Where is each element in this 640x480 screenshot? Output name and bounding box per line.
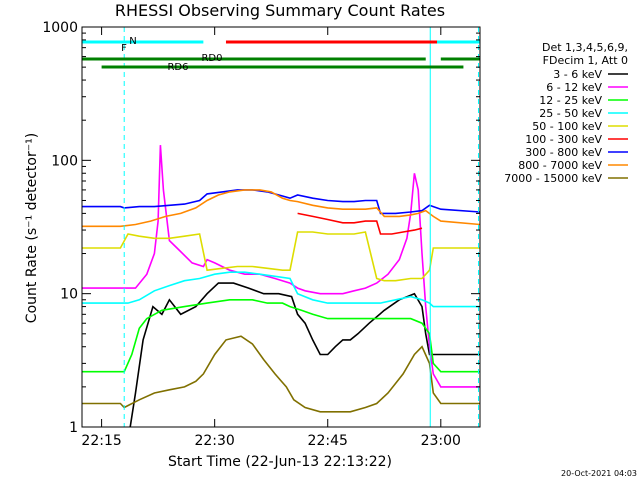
axes-layer: 22:15 22:30 22:45 23:00 1 10 100 1000 bbox=[42, 20, 481, 449]
series-line-2 bbox=[82, 299, 480, 373]
series-line-5 bbox=[297, 212, 423, 235]
y-tick-label-2: 100 bbox=[51, 153, 78, 169]
x-tick-label-2: 22:45 bbox=[308, 433, 348, 449]
generation-timestamp: 20-Oct-2021 04:03 bbox=[561, 469, 637, 478]
series-line-7 bbox=[82, 189, 480, 228]
x-tick-label-1: 22:30 bbox=[194, 433, 234, 449]
chart-title: RHESSI Observing Summary Count Rates bbox=[115, 1, 445, 20]
flag-label-rd6: RD6 bbox=[167, 62, 188, 73]
series-line-4 bbox=[82, 231, 480, 282]
series-line-1 bbox=[82, 145, 480, 388]
series-line-0 bbox=[129, 282, 480, 427]
legend-label-5: 100 - 300 keV bbox=[525, 133, 602, 146]
series-line-3 bbox=[82, 271, 480, 308]
flag-label-rd0: RD0 bbox=[201, 53, 222, 64]
legend-header-0: Det 1,3,4,5,6,9, bbox=[542, 41, 628, 54]
y-tick-label-3: 1000 bbox=[42, 20, 78, 36]
flag-label-n: N bbox=[129, 36, 136, 47]
flags-layer bbox=[82, 40, 480, 69]
legend-label-1: 6 - 12 keV bbox=[546, 81, 602, 94]
x-tick-label-0: 22:15 bbox=[81, 433, 121, 449]
legend-label-3: 25 - 50 keV bbox=[539, 107, 602, 120]
plot-frame bbox=[81, 26, 481, 428]
y-axis-label: Count Rate (s⁻¹ detector⁻¹) bbox=[24, 133, 40, 323]
x-axis-label: Start Time (22-Jun-13 22:13:22) bbox=[168, 454, 392, 470]
legend-label-4: 50 - 100 keV bbox=[532, 120, 602, 133]
legend-label-7: 800 - 7000 keV bbox=[518, 159, 602, 172]
legend-label-6: 300 - 800 keV bbox=[525, 146, 602, 159]
legend-label-2: 12 - 25 keV bbox=[539, 94, 602, 107]
series-layer bbox=[82, 27, 480, 427]
series-line-8 bbox=[82, 335, 480, 413]
legend-label-0: 3 - 6 keV bbox=[553, 68, 602, 81]
y-tick-label-1: 10 bbox=[60, 287, 78, 303]
flag-label-f: F bbox=[121, 43, 127, 54]
y-tick-label-0: 1 bbox=[69, 420, 78, 436]
series-line-6 bbox=[82, 189, 480, 215]
legend-label-8: 7000 - 15000 keV bbox=[504, 172, 602, 185]
x-tick-label-3: 23:00 bbox=[421, 433, 461, 449]
legend-header-1: FDecim 1, Att 0 bbox=[543, 54, 628, 67]
legend: Det 1,3,4,5,6,9,FDecim 1, Att 03 - 6 keV… bbox=[504, 41, 628, 185]
